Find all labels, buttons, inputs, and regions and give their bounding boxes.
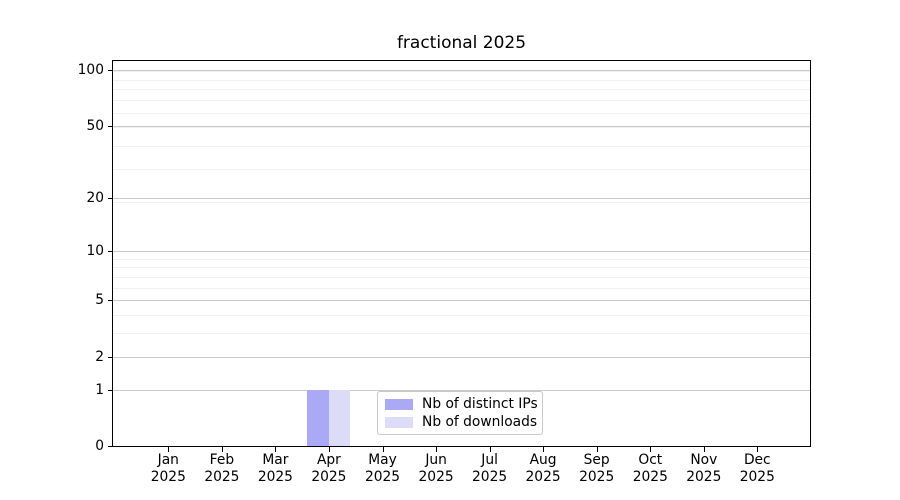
- y-tick-label-5: 5: [95, 292, 104, 309]
- major-gridline-y-20: [113, 198, 810, 200]
- minor-gridline-y-59: [113, 112, 810, 114]
- x-tick-label-jan-2025: Jan 2025: [150, 452, 186, 485]
- x-tick-mark-jun: [436, 447, 438, 452]
- x-tick-label-may-2025: May 2025: [364, 452, 401, 485]
- x-tick-mark-mar: [275, 447, 277, 452]
- y-tick-mark-5: [108, 300, 113, 302]
- legend-label-downloads: Nb of downloads: [422, 413, 538, 430]
- x-tick-label-mar-2025: Mar 2025: [257, 452, 293, 485]
- y-tick-mark-100: [108, 70, 113, 72]
- minor-gridline-y-4: [113, 314, 810, 316]
- minor-gridline-y-7: [113, 276, 810, 278]
- x-tick-mark-sep: [596, 447, 598, 452]
- x-tick-label-nov-2025: Nov 2025: [686, 452, 722, 485]
- legend-swatch-downloads: [385, 416, 413, 428]
- minor-gridline-y-69: [113, 100, 810, 101]
- y-tick-mark-10: [108, 250, 113, 252]
- minor-gridline-y-39: [113, 145, 810, 147]
- minor-gridline-y-9: [113, 258, 810, 260]
- x-tick-mark-feb: [221, 447, 223, 452]
- y-tick-mark-0: [108, 446, 113, 447]
- x-tick-label-apr-2025: Apr 2025: [311, 452, 347, 485]
- x-tick-label-feb-2025: Feb 2025: [204, 452, 240, 485]
- minor-gridline-y-3: [113, 333, 810, 335]
- x-tick-mark-dec: [757, 447, 759, 452]
- legend-item-downloads: Nb of downloads: [385, 413, 542, 430]
- x-tick-label-jul-2025: Jul 2025: [472, 452, 508, 485]
- x-tick-mark-oct: [650, 447, 652, 452]
- y-tick-label-1: 1: [95, 381, 104, 398]
- x-tick-mark-jul: [489, 447, 491, 452]
- legend-item-distinct-ips: Nb of distinct IPs: [385, 395, 542, 412]
- x-tick-mark-apr: [328, 447, 330, 452]
- chart-title: fractional 2025: [396, 33, 527, 53]
- y-tick-mark-2: [108, 356, 113, 358]
- plot-area: [112, 60, 811, 447]
- x-tick-mark-may: [382, 447, 384, 452]
- x-tick-mark-nov: [703, 447, 705, 452]
- y-tick-mark-20: [108, 198, 113, 200]
- bar-nb-of-downloads-apr-2025: [328, 389, 351, 446]
- minor-gridline-y-19: [113, 202, 810, 203]
- y-tick-label-2: 2: [95, 348, 104, 365]
- y-tick-mark-1: [108, 389, 113, 391]
- legend-label-distinct-ips: Nb of distinct IPs: [422, 395, 538, 412]
- y-tick-label-0: 0: [95, 438, 104, 454]
- y-tick-label-20: 20: [86, 190, 104, 207]
- major-gridline-y-10: [113, 250, 810, 252]
- x-tick-mark-jan: [168, 447, 170, 452]
- y-tick-mark-50: [108, 125, 113, 127]
- x-tick-mark-aug: [543, 447, 545, 452]
- minor-gridline-y-49: [113, 127, 810, 129]
- legend-swatch-distinct-ips: [385, 398, 413, 410]
- x-tick-label-sep-2025: Sep 2025: [579, 452, 615, 485]
- major-gridline-y-2: [113, 356, 810, 358]
- major-gridline-y-100: [113, 70, 810, 72]
- major-gridline-y-1: [113, 389, 810, 391]
- minor-gridline-y-79: [113, 89, 810, 91]
- minor-gridline-y-8: [113, 267, 810, 269]
- minor-gridline-y-29: [113, 169, 810, 170]
- x-tick-label-jun-2025: Jun 2025: [418, 452, 454, 485]
- major-gridline-y-5: [113, 300, 810, 302]
- y-tick-label-10: 10: [86, 242, 104, 259]
- minor-gridline-y-99: [113, 71, 810, 72]
- bar-nb-of-distinct-ips-apr-2025: [307, 389, 329, 446]
- y-tick-label-50: 50: [86, 117, 104, 134]
- minor-gridline-y-89: [113, 79, 810, 81]
- x-tick-label-aug-2025: Aug 2025: [525, 452, 561, 485]
- legend: Nb of distinct IPs Nb of downloads: [377, 391, 543, 435]
- x-tick-label-dec-2025: Dec 2025: [739, 452, 775, 485]
- minor-gridline-y-6: [113, 287, 810, 289]
- major-gridline-y-50: [113, 125, 810, 127]
- y-tick-label-100: 100: [77, 62, 104, 79]
- x-tick-label-oct-2025: Oct 2025: [632, 452, 668, 485]
